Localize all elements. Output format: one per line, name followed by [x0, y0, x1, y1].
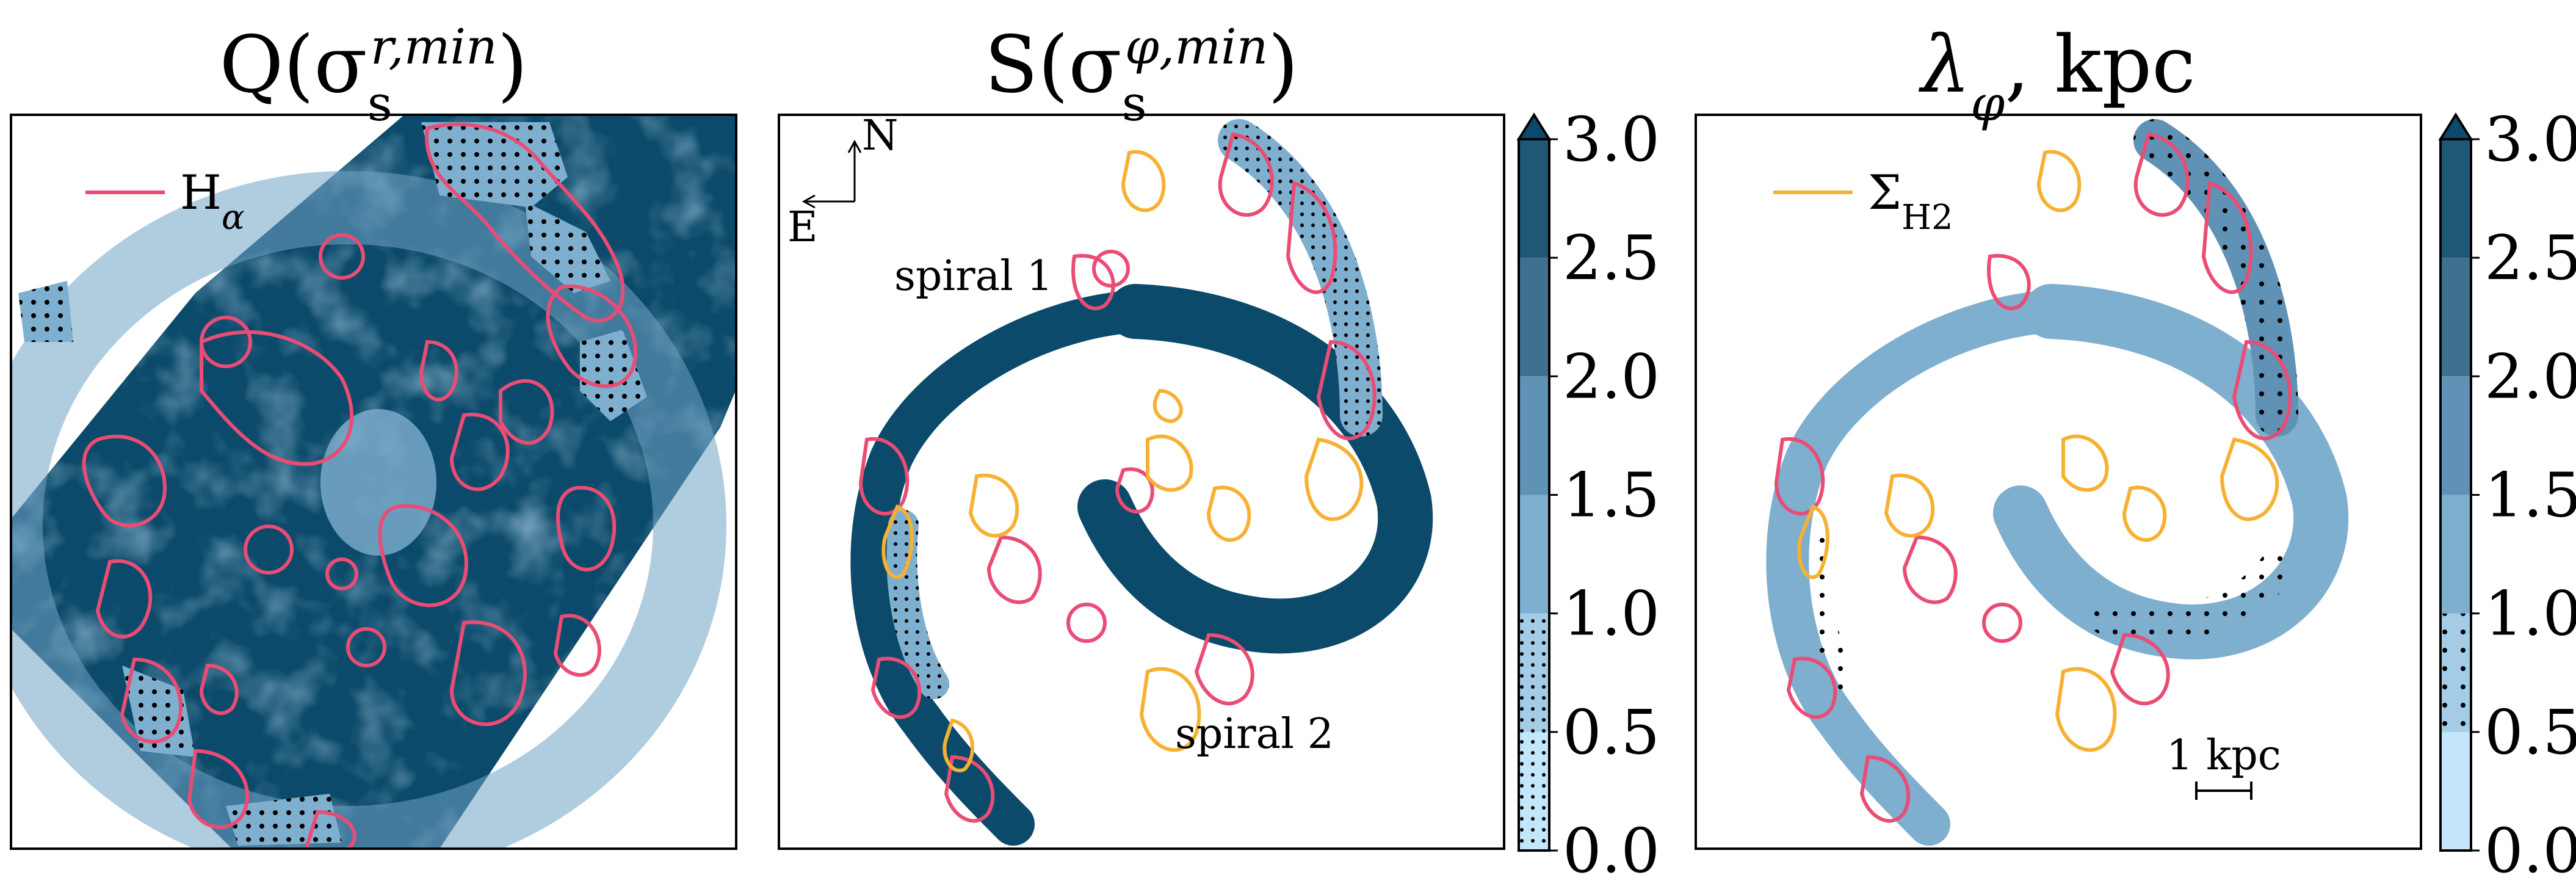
colorbar-middle-extend [1516, 112, 1552, 140]
halpha-contours-right [1774, 132, 2292, 823]
panel-right: ΣH2 1 kpc λφ, kpc [1695, 20, 2422, 850]
colorbar-right-bands [2440, 139, 2471, 851]
cb-right-tick-label: 3.0 [2484, 104, 2576, 175]
title-middle: S(σsφ,min) [985, 18, 1298, 132]
lambda-spiral-arms [1766, 119, 2349, 846]
sigma-h2-contours-middle [881, 150, 1364, 772]
cb-right-band [2440, 258, 2471, 377]
cb-mid-tick-label: 3.0 [1563, 104, 1660, 175]
cb-right-tick-label: 1.0 [2484, 578, 2576, 650]
cb-right-band [2440, 731, 2471, 851]
cb-mid-band [1519, 258, 1549, 377]
scale-bar [2195, 782, 2252, 800]
panel-middle: N E spiral 1 spiral 2 S(σsφ,min) [778, 18, 1505, 850]
cb-right-tick-label: 0.5 [2484, 697, 2576, 768]
compass-east-label: E [787, 203, 818, 252]
cb-mid-band-hatch [1519, 613, 1549, 732]
cb-mid-tick-label: 2.5 [1563, 222, 1660, 294]
colorbar-right-ticks: 0.0 0.5 1.0 1.5 2.0 2.5 3.0 [2471, 104, 2576, 887]
axes-frame-middle [778, 114, 1505, 850]
s-spiral-arms [850, 119, 1433, 846]
colorbar-right-extend [2438, 112, 2473, 140]
halpha-contours-middle [858, 132, 1377, 823]
cb-mid-tick-label: 2.0 [1563, 341, 1660, 412]
cb-mid-tick-label: 1.0 [1563, 578, 1660, 650]
cb-right-band [2440, 495, 2471, 614]
cb-mid-band-hatch [1519, 731, 1549, 851]
scale-bar-label: 1 kpc [2166, 731, 2281, 780]
cb-mid-tick-label: 0.5 [1563, 697, 1660, 768]
q-center-bulge [320, 409, 436, 556]
compass [801, 139, 862, 209]
legend-left: Hα [85, 165, 245, 238]
cb-right-band [2440, 139, 2471, 258]
q-low-ring-outer [11, 171, 726, 849]
colorbar-middle: 0.0 0.5 1.0 1.5 2.0 2.5 3.0 [1516, 104, 1660, 887]
sigma-h2-contours-right [1797, 150, 2279, 752]
colorbar-right: 0.0 0.5 1.0 1.5 2.0 2.5 3.0 [2438, 104, 2576, 887]
cb-mid-tick-label: 1.5 [1563, 460, 1660, 531]
cb-right-band-hatch [2440, 613, 2471, 732]
cb-right-band [2440, 376, 2471, 495]
title-right: λφ, kpc [1918, 20, 2196, 132]
legend-right: ΣH2 [1773, 165, 1953, 238]
title-left: Q(σsr,min) [219, 18, 527, 132]
annotation-spiral-1: spiral 1 [894, 252, 1053, 300]
cb-mid-band [1519, 495, 1549, 614]
cb-right-tick-label: 0.0 [2484, 815, 2576, 887]
cb-mid-band [1519, 376, 1549, 495]
cb-mid-band [1519, 139, 1549, 258]
legend-halpha-label: Hα [180, 165, 245, 238]
colorbar-middle-bands [1519, 139, 1549, 851]
panel-left: Hα Q(σsr,min) [10, 18, 737, 850]
legend-sigma-h2-label: ΣH2 [1868, 165, 1953, 238]
colorbar-middle-ticks: 0.0 0.5 1.0 1.5 2.0 2.5 3.0 [1549, 104, 1660, 887]
halpha-contours-left [82, 122, 637, 849]
annotation-spiral-2: spiral 2 [1175, 710, 1334, 758]
q-hatch-areas [18, 122, 647, 846]
cb-right-tick-label: 2.0 [2484, 341, 2576, 412]
cb-mid-tick-label: 0.0 [1563, 815, 1660, 887]
cb-right-tick-label: 1.5 [2484, 460, 2576, 531]
cb-right-tick-label: 2.5 [2484, 222, 2576, 294]
compass-north-label: N [862, 112, 899, 160]
axes-frame-left [10, 114, 737, 850]
axes-frame-right [1695, 114, 2422, 850]
